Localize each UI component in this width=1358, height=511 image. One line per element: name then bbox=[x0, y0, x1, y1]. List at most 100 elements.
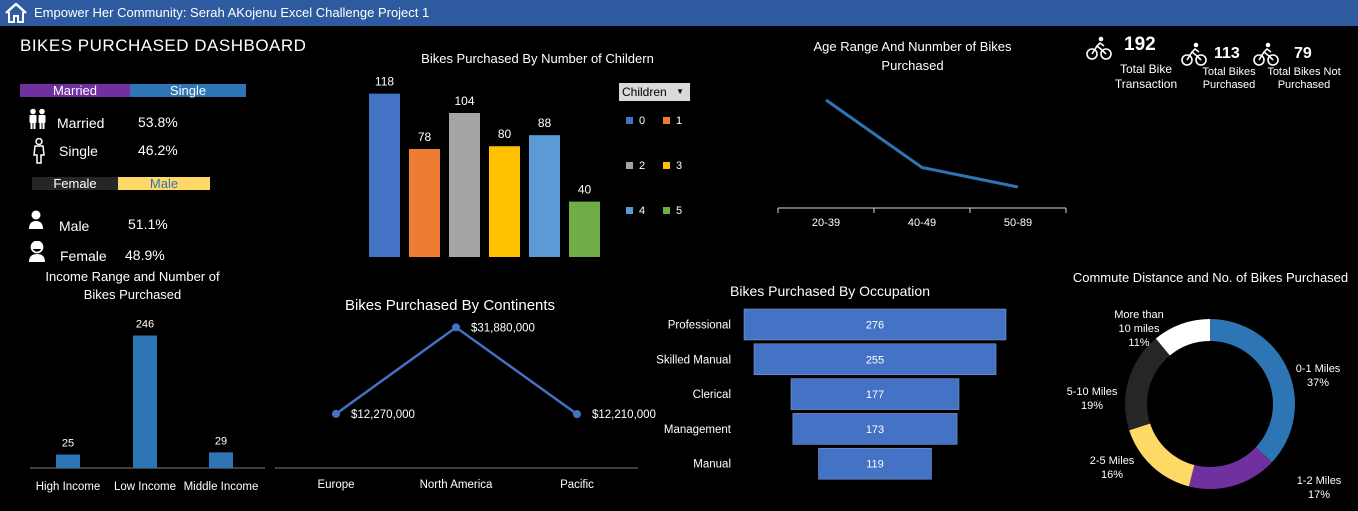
female-label: Female bbox=[60, 248, 107, 264]
legend-female: Female bbox=[32, 177, 118, 190]
funnel-bar-skilled-manual bbox=[753, 343, 997, 376]
x-tick-label-50-89: 50-89 bbox=[1004, 217, 1032, 229]
kpi-not-purchased-label: Total Bikes Not Purchased bbox=[1267, 66, 1341, 91]
slice-label-line: 11% bbox=[1128, 337, 1149, 349]
legend-married: Married bbox=[20, 84, 130, 97]
x-tick-label: Middle Income bbox=[184, 481, 259, 493]
slice-label: 0-1 Miles 37% bbox=[1296, 363, 1341, 389]
x-tick-label: Pacific bbox=[560, 479, 594, 491]
funnel-bar-clerical bbox=[790, 378, 960, 410]
y-tick-label: Manual bbox=[693, 459, 731, 471]
slice-label-line: 0-1 Miles bbox=[1296, 363, 1341, 375]
bar-5 bbox=[569, 201, 600, 257]
bar-2 bbox=[449, 113, 480, 257]
legend-swatch bbox=[626, 207, 633, 214]
children-filter-label: Children bbox=[622, 85, 667, 99]
children-legend: 0 1 2 3 4 5 bbox=[626, 115, 696, 230]
legend-item-5: 5 bbox=[663, 205, 682, 217]
kpi-total-transactions-label: Total Bike Transaction bbox=[1114, 62, 1178, 91]
bar-4 bbox=[529, 135, 560, 257]
legend-item-2: 2 bbox=[626, 160, 645, 172]
donut-slice-3 bbox=[1125, 338, 1170, 431]
bar-label-0: 118 bbox=[375, 75, 394, 89]
bar-label-3: 80 bbox=[498, 127, 512, 141]
slice-label-line: 1-2 Miles bbox=[1297, 475, 1342, 487]
title-bar: Empower Her Community: Serah AKojenu Exc… bbox=[0, 0, 1358, 26]
funnel-bar-management bbox=[792, 413, 958, 445]
y-tick-label: Professional bbox=[668, 320, 731, 332]
slice-label-line: 37% bbox=[1307, 377, 1329, 389]
bike-icon bbox=[1181, 42, 1207, 66]
legend-label: 0 bbox=[639, 115, 646, 127]
bar-high-income bbox=[56, 454, 80, 468]
slice-label-line: 16% bbox=[1101, 469, 1123, 481]
legend-label: 1 bbox=[676, 115, 683, 127]
married-value: 53.8% bbox=[138, 114, 178, 130]
app-title: Empower Her Community: Serah AKojenu Exc… bbox=[34, 5, 430, 20]
slice-label-line: 2-5 Miles bbox=[1090, 455, 1135, 467]
legend-label: 5 bbox=[676, 205, 683, 217]
legend-label: 3 bbox=[676, 160, 683, 172]
legend-item-4: 4 bbox=[626, 205, 645, 217]
bar-label: 29 bbox=[215, 435, 227, 447]
funnel-bar-label: 276 bbox=[866, 320, 884, 332]
donut-slice-4 bbox=[1155, 319, 1210, 356]
bike-icon bbox=[1086, 36, 1112, 60]
funnel-bar-professional bbox=[743, 308, 1007, 341]
female-value: 48.9% bbox=[125, 247, 165, 263]
kpi-not-purchased-value: 79 bbox=[1294, 45, 1312, 62]
bar-label-4: 88 bbox=[538, 116, 552, 130]
age-series-line bbox=[825, 98, 1019, 189]
legend-single-label: Single bbox=[169, 83, 207, 98]
slice-label: 1-2 Miles 17% bbox=[1297, 475, 1342, 501]
bar-label: 25 bbox=[62, 438, 74, 450]
slice-label: 2-5 Miles 16% bbox=[1090, 455, 1135, 481]
x-tick-label-20-39: 20-39 bbox=[812, 217, 840, 229]
bar-label-2: 104 bbox=[454, 94, 474, 108]
x-tick-label-40-49: 40-49 bbox=[908, 217, 936, 229]
single-person-icon bbox=[33, 138, 45, 164]
bar-3 bbox=[489, 146, 520, 257]
slice-label-line: More than bbox=[1114, 309, 1164, 321]
donut-slice-1 bbox=[1188, 447, 1272, 489]
commute-chart-title: Commute Distance and No. of Bikes Purcha… bbox=[1072, 270, 1349, 285]
funnel-bar-manual bbox=[818, 447, 932, 480]
y-tick-label: Clerical bbox=[693, 389, 731, 401]
data-label: $12,210,000 bbox=[592, 409, 656, 421]
male-icon bbox=[29, 210, 43, 229]
children-bar-chart: 118 78 104 80 88 40 bbox=[369, 75, 600, 257]
occupation-funnel-chart: 276 Professional 255 Skilled Manual 177 Cleri… bbox=[656, 308, 1007, 480]
legend-swatch bbox=[626, 117, 633, 124]
bar-1 bbox=[409, 149, 440, 257]
point-north-america bbox=[452, 323, 460, 332]
funnel-bar-label: 173 bbox=[866, 424, 884, 436]
data-label: $12,270,000 bbox=[351, 409, 415, 421]
funnel-bar-label: 177 bbox=[866, 389, 884, 401]
single-value: 46.2% bbox=[138, 142, 178, 158]
single-label: Single bbox=[59, 143, 98, 159]
kpi-total-transactions-value: 192 bbox=[1124, 34, 1156, 55]
legend-swatch bbox=[626, 162, 633, 169]
slice-label: 5-10 Miles 19% bbox=[1067, 386, 1118, 412]
income-chart-title: Income Range and Number of Bikes Purchas… bbox=[45, 269, 220, 302]
x-tick-label: High Income bbox=[36, 481, 101, 493]
donut-slice-2 bbox=[1129, 423, 1195, 487]
kpi-purchased-value: 113 bbox=[1214, 45, 1240, 62]
male-value: 51.1% bbox=[128, 216, 168, 232]
continents-line-chart: $12,270,000 Europe $31,880,000 North Americ… bbox=[275, 322, 656, 491]
dashboard-title: BIKES PURCHASED DASHBOARD bbox=[20, 36, 307, 55]
commute-donut-chart: 0-1 Miles 37% 1-2 Miles 17% 2-5 Miles 16% 5-10… bbox=[1067, 309, 1342, 501]
funnel-bar-label: 255 bbox=[866, 354, 884, 366]
kpi-purchased-label: Total Bikes Purchased bbox=[1202, 66, 1256, 91]
bike-icon bbox=[1253, 42, 1279, 66]
children-filter-dropdown[interactable]: Children ▼ bbox=[619, 83, 690, 101]
home-icon[interactable] bbox=[5, 3, 27, 23]
y-tick-label: Skilled Manual bbox=[656, 354, 731, 366]
legend-label: 2 bbox=[639, 160, 646, 172]
legend-female-label: Female bbox=[53, 176, 97, 191]
bar-0 bbox=[369, 93, 400, 257]
donut-slice-0 bbox=[1210, 319, 1295, 463]
bar-label-5: 40 bbox=[578, 183, 592, 197]
funnel-bar-label: 119 bbox=[866, 459, 884, 471]
bar-middle-income bbox=[209, 452, 233, 468]
